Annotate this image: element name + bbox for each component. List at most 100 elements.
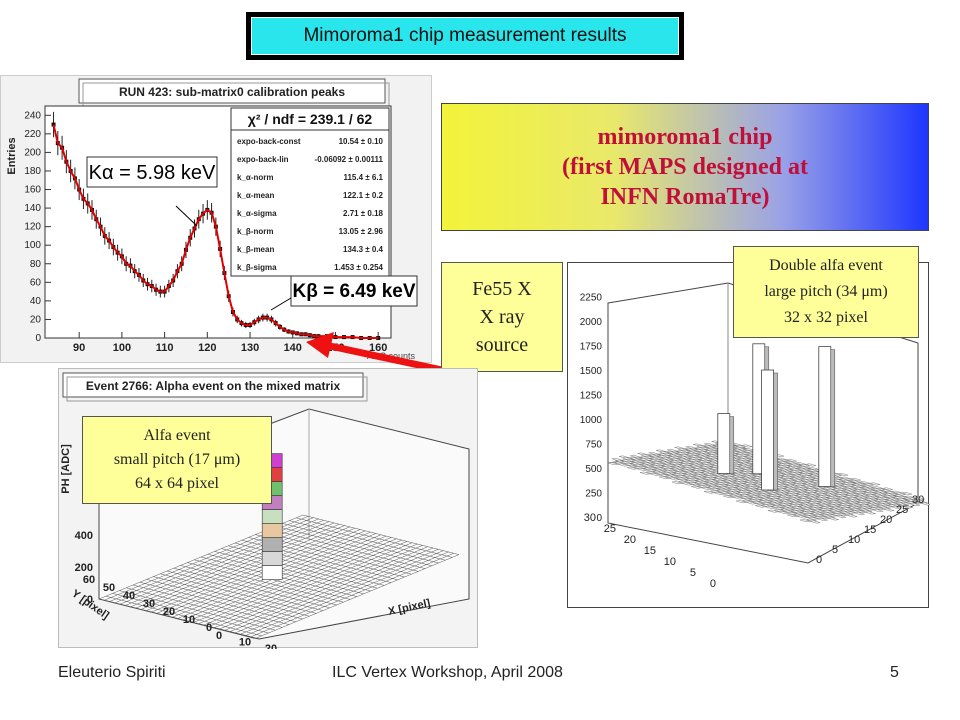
chip-description: mimoroma1 chip (first MAPS designed at I… [562, 124, 808, 210]
double-ytick-label: 10 [664, 556, 676, 568]
cal-ytick-label: 40 [30, 296, 42, 307]
calibration-fit-curve [52, 124, 379, 339]
double-peak-bar-side [729, 416, 735, 474]
stats-name: k_β-mean [237, 245, 274, 254]
double-ztick-label: 1250 [580, 391, 603, 402]
footer-page-number: 5 [890, 664, 899, 681]
alpha-xtick-label: 20 [265, 643, 277, 649]
stats-name: k_α-mean [237, 191, 274, 200]
alpha-grid-line [268, 528, 426, 569]
alpha-grid-line [289, 520, 446, 561]
double-floor-cell [884, 508, 895, 512]
double-floor-cell [735, 444, 746, 448]
double-ztick-label: 1750 [580, 342, 603, 353]
red-arrow-head [306, 332, 334, 358]
stats-name: expo-back-const [237, 137, 301, 146]
double-floor-cell [786, 458, 797, 462]
stats-value: 13.05 ± 2.96 [339, 227, 384, 236]
k-beta-label: Kβ = 6.49 keV [292, 281, 415, 302]
alpha-title-shadow [66, 376, 368, 402]
stats-value: 10.54 ± 0.10 [339, 137, 384, 146]
double-floor-cell [865, 511, 876, 515]
fe55-source-note: Fe55 X X ray source [441, 262, 563, 372]
red-arrow [306, 332, 443, 374]
double-ytick-label: 30 [584, 512, 596, 524]
alpha-ytick-label: 20 [163, 606, 175, 618]
cal-ytick-label: 80 [30, 259, 42, 270]
cal-xtick-label: 160 [369, 342, 387, 354]
alpha-event-svg: Event 2766: Alpha event on the mixed mat… [60, 372, 470, 682]
double-ztick-label: 1500 [580, 366, 603, 377]
calibration-ylabel: Entries [6, 137, 18, 174]
cal-xtick-label: 130 [241, 342, 259, 354]
cal-ytick-label: 240 [24, 110, 41, 121]
stats-value: 134.3 ± 0.4 [343, 245, 384, 254]
cal-ytick-label: 20 [30, 314, 42, 325]
double-ztick-label: 0 [596, 513, 602, 524]
cal-ytick-label: 180 [24, 166, 41, 177]
double-floor-cell [817, 518, 828, 522]
cal-xtick-label: 90 [73, 342, 85, 354]
double-peak-bar [818, 346, 832, 487]
cal-ytick-label: 120 [24, 222, 41, 233]
double-floor-cell [837, 472, 849, 476]
double-ytick-label: 25 [604, 523, 616, 535]
alpha-grid-line [275, 525, 432, 567]
k-beta-box [290, 275, 418, 307]
alpha-grid-line [244, 551, 449, 637]
cal-xtick-label: 110 [156, 342, 174, 354]
k-alpha-label: Kα = 5.98 keV [89, 162, 216, 184]
double-floor-cell [895, 492, 906, 496]
alpha-ytick-label: 40 [123, 590, 135, 602]
double-ytick-label: 5 [690, 567, 696, 579]
double-xtick-label: 10 [848, 534, 860, 546]
alpha-ytick-label: 50 [103, 582, 115, 594]
cal-ytick-label: 140 [24, 203, 41, 214]
double-peak-bar-side [773, 372, 778, 491]
alpha-xtick-label: 10 [239, 637, 251, 649]
footer-author: Eleuterio Spiriti [58, 664, 166, 681]
calibration-plot: RUN 423: sub-matrix0 calibration peaks E… [0, 75, 432, 363]
alfa-small-pitch-note: Alfa event small pitch (17 μm) 64 x 64 p… [82, 416, 272, 504]
alpha-event-plot: Event 2766: Alpha event on the mixed mat… [58, 368, 478, 682]
alpha-grid-line [239, 550, 444, 635]
double-peak-bar [717, 413, 731, 475]
cal-xtick-label: 140 [284, 342, 302, 354]
stats-value: 2.71 ± 0.18 [343, 209, 384, 218]
double-floor-cell [828, 517, 839, 521]
alpha-grid-line [296, 517, 453, 558]
calibration-title: RUN 423: sub-matrix0 calibration peaks [119, 85, 345, 99]
alpha-peak-segment [261, 537, 283, 552]
k-beta-arrow [270, 297, 292, 311]
double-floor-cell [799, 463, 810, 467]
stats-name: expo-back-lin [237, 155, 289, 164]
cal-ytick-label: 200 [24, 147, 41, 158]
double-xtick-label: 5 [832, 544, 838, 556]
double-floor-cell [847, 514, 858, 518]
double-ytick-label: 0 [710, 578, 716, 590]
alpha-ytick-label: 0 [206, 622, 212, 634]
cal-ytick-label: 160 [24, 185, 41, 196]
cal-ytick-label: 0 [35, 333, 41, 344]
double-ztick-label: 500 [585, 464, 602, 475]
double-floor-cell [902, 505, 913, 509]
alpha-grid-line [234, 549, 439, 634]
alpha-grid-line [249, 553, 454, 638]
cal-ytick-label: 60 [30, 277, 42, 288]
double-floor-cell [835, 515, 847, 519]
double-floor-cell [909, 503, 921, 507]
double-ztick-label: 1000 [580, 415, 603, 426]
double-floor-cell [891, 506, 902, 510]
stats-value: 122.1 ± 0.2 [343, 191, 384, 200]
k-alpha-box [86, 156, 218, 188]
alpha-peak-segment [261, 565, 283, 580]
double-floor-cell [914, 496, 925, 500]
slide-title-box: Mimoroma1 chip measurement results [246, 12, 684, 60]
double-peak-bar-side [830, 349, 836, 487]
double-floor-cell [869, 482, 881, 486]
cal-xtick-label: 100 [113, 342, 131, 354]
double-floor-cell [872, 509, 884, 513]
k-alpha-arrow [175, 205, 198, 227]
alpha-ytick-label: 60 [83, 574, 95, 586]
